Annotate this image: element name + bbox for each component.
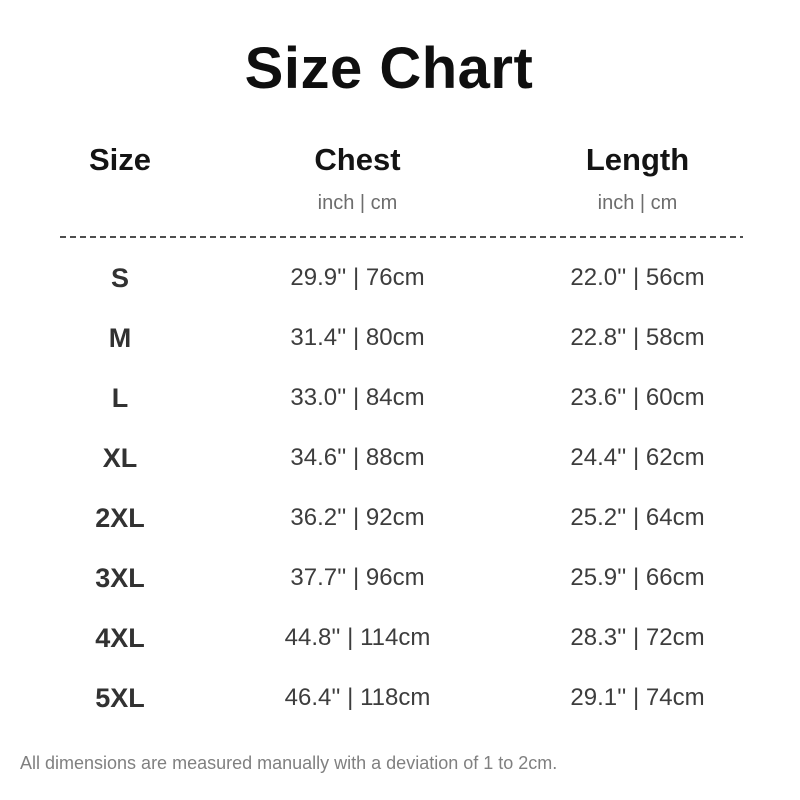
chest-cell: 34.6'' | 88cm: [290, 444, 425, 471]
table-row: L 33.0'' | 84cm 23.6'' | 60cm: [0, 368, 800, 428]
header-divider: [60, 236, 743, 238]
table-row: 4XL 44.8'' | 114cm 28.3'' | 72cm: [0, 608, 800, 668]
column-header-chest: Chest: [314, 142, 401, 177]
size-cell: S: [110, 262, 129, 293]
unit-label-length: inch | cm: [597, 192, 678, 214]
column-header-size: Size: [88, 142, 152, 177]
size-cell: 2XL: [95, 502, 145, 533]
table-row: M 31.4'' | 80cm 22.8'' | 58cm: [0, 308, 800, 368]
chest-cell: 31.4'' | 80cm: [290, 324, 425, 351]
table-header-row: Size Chest Length: [0, 144, 800, 175]
length-cell: 22.0'' | 56cm: [570, 264, 705, 291]
unit-label-chest: inch | cm: [317, 192, 398, 214]
table-row: S 29.9'' | 76cm 22.0'' | 56cm: [0, 248, 800, 308]
length-cell: 29.1'' | 74cm: [570, 684, 705, 711]
page-title: Size Chart: [244, 36, 534, 101]
unit-label-size: [0, 193, 240, 213]
table-row: 5XL 46.4'' | 118cm 29.1'' | 74cm: [0, 668, 800, 728]
length-cell: 22.8'' | 58cm: [570, 324, 705, 351]
chest-cell: 46.4'' | 118cm: [284, 684, 431, 711]
table-row: 2XL 36.2'' | 92cm 25.2'' | 64cm: [0, 488, 800, 548]
size-cell: L: [111, 382, 129, 413]
length-cell: 24.4'' | 62cm: [570, 444, 705, 471]
table-row: XL 34.6'' | 88cm 24.4'' | 62cm: [0, 428, 800, 488]
column-header-length: Length: [585, 142, 690, 177]
table-row: 3XL 37.7'' | 96cm 25.9'' | 66cm: [0, 548, 800, 608]
size-cell: 5XL: [95, 682, 145, 713]
length-cell: 23.6'' | 60cm: [570, 384, 705, 411]
length-cell: 25.9'' | 66cm: [570, 564, 705, 591]
size-cell: 3XL: [95, 562, 145, 593]
size-cell: 4XL: [95, 622, 145, 653]
chest-cell: 37.7'' | 96cm: [290, 564, 425, 591]
length-cell: 28.3'' | 72cm: [570, 624, 705, 651]
length-cell: 25.2'' | 64cm: [570, 504, 705, 531]
footnote: All dimensions are measured manually wit…: [20, 753, 558, 773]
table-unit-row: inch | cm inch | cm: [0, 193, 800, 213]
size-cell: M: [108, 322, 132, 353]
chest-cell: 33.0'' | 84cm: [290, 384, 425, 411]
size-cell: XL: [102, 442, 138, 473]
size-table-body: S 29.9'' | 76cm 22.0'' | 56cm M 31.4'' |…: [0, 248, 800, 728]
chest-cell: 36.2'' | 92cm: [290, 504, 425, 531]
chest-cell: 29.9'' | 76cm: [290, 264, 425, 291]
chest-cell: 44.8'' | 114cm: [284, 624, 431, 651]
